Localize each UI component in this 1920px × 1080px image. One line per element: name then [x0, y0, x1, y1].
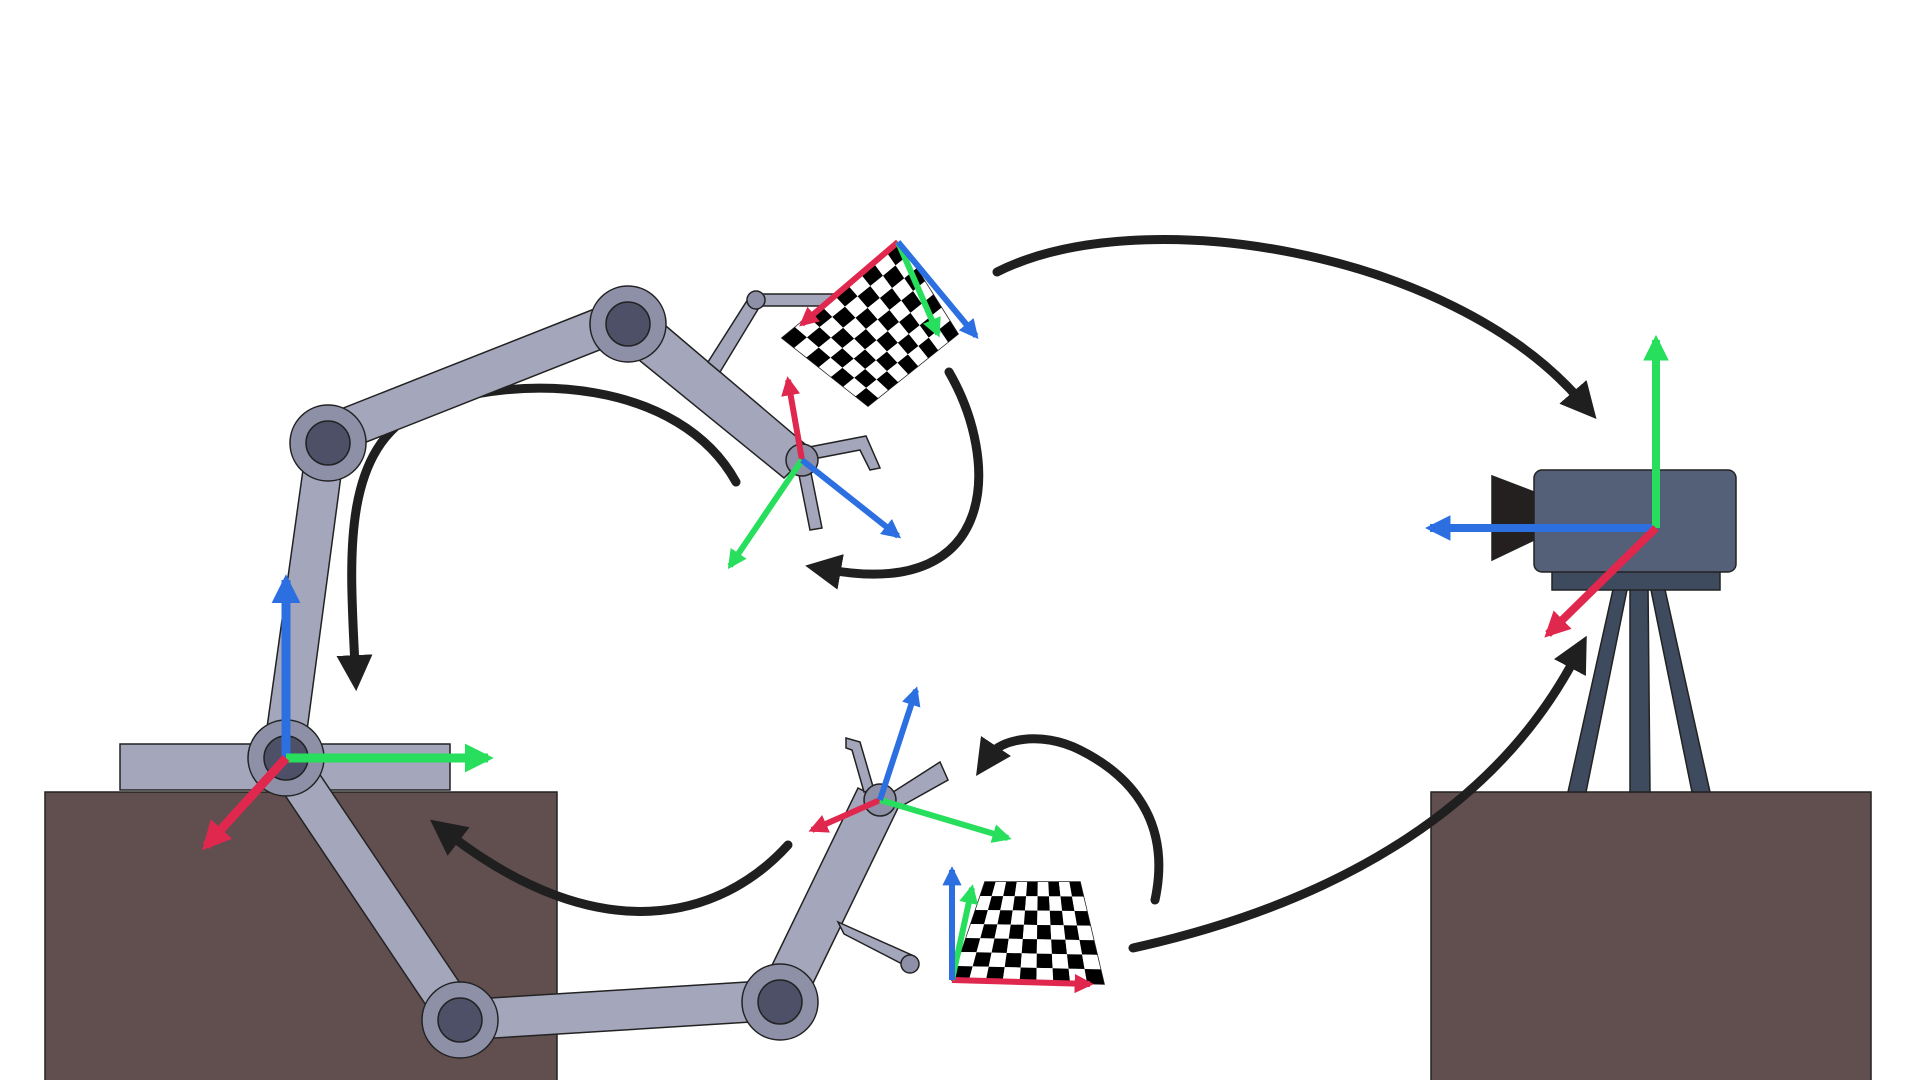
camera-icon: [1492, 470, 1736, 572]
gripper-finger: [846, 738, 874, 792]
gripper-frame-1-y-axis: [730, 460, 802, 566]
checkerboard-cell: [1049, 896, 1062, 911]
checkerboard-cell: [1015, 882, 1027, 896]
checkerboard-cell: [1050, 911, 1064, 926]
checkerboard-cell: [1037, 896, 1049, 911]
joint: [901, 955, 919, 973]
checkerboard-cell: [1009, 925, 1024, 939]
checkerboard-cell: [992, 939, 1009, 954]
checkerboard-cell: [1025, 896, 1038, 910]
arrow-target2-to-gripper2: [990, 739, 1159, 900]
arrow-target1-to-camera: [997, 240, 1580, 400]
checkerboard-cell: [1051, 940, 1067, 955]
camera-table: [1431, 792, 1871, 1080]
checkerboard-cell: [1021, 953, 1037, 968]
joint: [747, 291, 765, 309]
checkerboard-cell: [1067, 954, 1085, 969]
checkerboard-cell: [1037, 939, 1052, 954]
checkerboard-cell: [1037, 925, 1051, 940]
checkerboard-cell: [1062, 911, 1077, 926]
checkerboard-cell: [1052, 954, 1069, 969]
checkerboard-cell: [1013, 896, 1026, 910]
gripper-frame-2: [812, 690, 1008, 838]
checkerboard-pose-2: [952, 882, 1104, 984]
checkerboard-cell: [1048, 882, 1060, 896]
gripper-finger: [890, 762, 948, 808]
checkerboard-cell: [1022, 939, 1037, 954]
checkerboard-cell: [1064, 925, 1080, 940]
checkerboard-cell: [989, 953, 1007, 968]
arrow-target1-to-gripper1: [830, 372, 979, 574]
arrow-gripper1-to-base: [352, 388, 736, 666]
checkerboard-cell: [1005, 953, 1022, 968]
target-frame-2-x-axis: [952, 980, 1090, 984]
checkerboard-cell: [1011, 910, 1025, 924]
checkerboard-cell: [1037, 954, 1053, 969]
checkerboard-cell: [1007, 939, 1023, 954]
checkerboard-cell: [1024, 911, 1038, 926]
checkerboard-cell: [1051, 925, 1066, 940]
checkerboard-cell: [1026, 882, 1038, 896]
checkerboard-cell: [1037, 911, 1050, 926]
gripper-frame-2-y-axis: [880, 800, 1008, 838]
checkerboard-cell: [1065, 940, 1082, 955]
gripper-finger: [798, 468, 822, 530]
checkerboard-cell: [1023, 925, 1037, 940]
checkerboard-cell: [1038, 882, 1049, 896]
link-1: [264, 434, 346, 753]
